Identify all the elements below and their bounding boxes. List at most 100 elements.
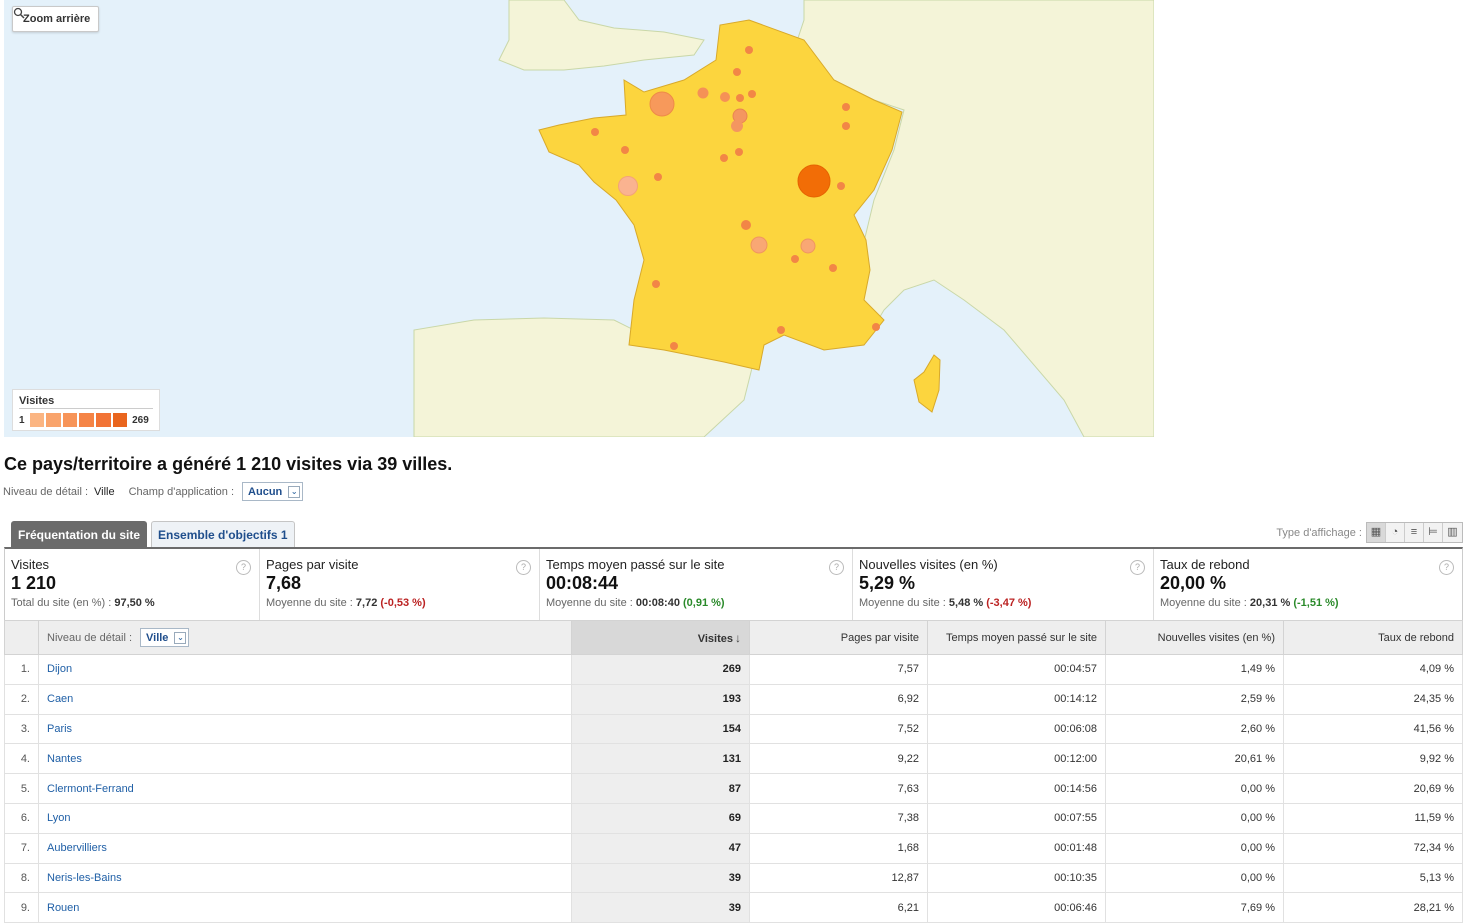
city-link[interactable]: Paris — [38, 713, 572, 745]
table-detail-label: Niveau de détail : — [47, 631, 132, 644]
scorecard-sub-prefix: Moyenne du site : — [859, 597, 946, 609]
table-row[interactable]: 5. Clermont-Ferrand 87 7,63 00:14:56 0,00 % 20… — [4, 773, 1463, 804]
detail-level-value: Ville — [94, 485, 115, 498]
zoom-out-button[interactable]: Zoom arrière — [12, 6, 100, 32]
table-view-icon[interactable]: ▦ — [1367, 523, 1386, 542]
detail-row: Niveau de détail : Ville Champ d'applica… — [3, 482, 304, 501]
scorecard-delta: (0,91 %) — [683, 597, 725, 609]
column-header-new-visits[interactable]: Nouvelles visites (en %) — [1105, 620, 1284, 655]
scorecard-sub-prefix: Moyenne du site : — [1160, 597, 1247, 609]
table-row[interactable]: 3. Paris 154 7,52 00:06:08 2,60 % 41,56 % — [4, 713, 1463, 745]
scorecard-sub-value: 97,50 % — [114, 597, 155, 609]
legend-swatch — [78, 412, 95, 428]
bounce-rate-cell: 4,09 % — [1283, 654, 1463, 685]
chevron-down-icon: ⌄ — [288, 485, 301, 498]
tab-goal-set-1[interactable]: Ensemble d'objectifs 1 — [151, 521, 295, 547]
table-row[interactable]: 8. Neris-les-Bains 39 12,87 00:10:35 0,00 % 5,… — [4, 862, 1463, 894]
scorecard-sub-value: 7,72 — [355, 597, 378, 609]
pages-per-visit-cell: 7,38 — [749, 802, 928, 834]
legend-swatch — [61, 412, 79, 428]
pages-per-visit-cell: 1,68 — [749, 832, 928, 864]
table-row[interactable]: 2. Caen 193 6,92 00:14:12 2,59 % 24,35 % — [4, 683, 1463, 715]
scorecard-sub-prefix: Moyenne du site : — [546, 597, 633, 609]
pivot-view-icon[interactable]: ▥ — [1443, 523, 1462, 542]
pie-view-icon[interactable]: ◔ — [1386, 523, 1405, 542]
geo-map[interactable]: Zoom arrière Visites 1 269 — [4, 0, 1464, 437]
new-visits-cell: 0,00 % — [1105, 773, 1284, 804]
comparison-view-icon[interactable]: ⊨ — [1424, 523, 1443, 542]
visits-cell: 269 — [571, 654, 750, 685]
dimension-header: Niveau de détail : Ville ⌄ — [38, 620, 572, 655]
help-icon[interactable]: ? — [516, 560, 531, 575]
city-link[interactable]: Caen — [38, 683, 572, 715]
pages-per-visit-cell: 7,52 — [749, 713, 928, 745]
scope-select-value: Aucun — [248, 485, 283, 498]
avg-time-cell: 00:06:46 — [927, 892, 1106, 923]
table-row[interactable]: 9. Rouen 39 6,21 00:06:46 7,69 % 28,21 % — [4, 892, 1463, 923]
new-visits-cell: 0,00 % — [1105, 862, 1284, 894]
pages-per-visit-cell: 6,92 — [749, 683, 928, 715]
performance-view-icon[interactable]: ≡ — [1405, 523, 1424, 542]
help-icon[interactable]: ? — [829, 560, 844, 575]
column-header-pages-per-visit[interactable]: Pages par visite — [749, 620, 928, 655]
city-link[interactable]: Clermont-Ferrand — [38, 773, 572, 804]
column-header-label: Pages par visite — [840, 631, 919, 644]
new-visits-cell: 20,61 % — [1105, 743, 1284, 775]
sort-desc-icon: ↓ — [735, 630, 741, 645]
summary-headline: Ce pays/territoire a généré 1 210 visite… — [4, 454, 453, 474]
visits-cell: 69 — [571, 802, 750, 834]
bounce-rate-cell: 20,69 % — [1283, 773, 1463, 804]
legend-max: 269 — [132, 414, 149, 426]
scope-label: Champ d'application : — [128, 485, 235, 498]
city-link[interactable]: Dijon — [38, 654, 572, 685]
help-icon[interactable]: ? — [1130, 560, 1145, 575]
legend-swatch — [28, 412, 46, 428]
zoom-out-label: Zoom arrière — [23, 13, 91, 25]
visits-cell: 154 — [571, 713, 750, 745]
city-link[interactable]: Lyon — [38, 802, 572, 834]
avg-time-cell: 00:14:12 — [927, 683, 1106, 715]
new-visits-cell: 0,00 % — [1105, 832, 1284, 864]
dimension-select[interactable]: Ville ⌄ — [140, 628, 190, 647]
table-row[interactable]: 6. Lyon 69 7,38 00:07:55 0,00 % 11,59 % — [4, 802, 1463, 834]
help-icon[interactable]: ? — [236, 560, 251, 575]
column-header-avg-time[interactable]: Temps moyen passé sur le site — [927, 620, 1106, 655]
scorecard-sub-value: 20,31 % — [1249, 597, 1291, 609]
visits-cell: 131 — [571, 743, 750, 775]
column-header-label: Visites — [697, 632, 733, 645]
pages-per-visit-cell: 7,63 — [749, 773, 928, 804]
scorecard-label: Nouvelles visites (en %) — [859, 557, 998, 572]
city-link[interactable]: Rouen — [38, 892, 572, 923]
scorecard-label: Temps moyen passé sur le site — [546, 557, 725, 572]
scorecard-value: 20,00 % — [1160, 573, 1227, 593]
scorecard-sub-prefix: Moyenne du site : — [266, 597, 353, 609]
column-header-bounce-rate[interactable]: Taux de rebond — [1283, 620, 1463, 655]
scorecard-new-visits: Nouvelles visites (en %) 5,29 % Moyenne … — [853, 549, 1154, 620]
scorecard-value: 1 210 — [11, 573, 57, 593]
scope-select[interactable]: Aucun ⌄ — [242, 482, 304, 501]
table-row[interactable]: 1. Dijon 269 7,57 00:04:57 1,49 % 4,09 % — [4, 654, 1463, 685]
new-visits-cell: 1,49 % — [1105, 654, 1284, 685]
help-icon[interactable]: ? — [1439, 560, 1454, 575]
table-row[interactable]: 4. Nantes 131 9,22 00:12:00 20,61 % 9,92 % — [4, 743, 1463, 775]
scorecards: Visites 1 210 Total du site (en %) : 97,… — [4, 547, 1463, 620]
visits-cell: 39 — [571, 892, 750, 923]
dimension-select-value: Ville — [146, 631, 169, 644]
bounce-rate-cell: 9,92 % — [1283, 743, 1463, 775]
city-link[interactable]: Neris-les-Bains — [38, 862, 572, 894]
report-tabs: Fréquentation du site Ensemble d'objecti… — [11, 521, 295, 547]
row-index: 3. — [4, 713, 39, 745]
legend-title: Visites — [19, 395, 153, 409]
scorecard-sub-prefix: Total du site (en %) : — [11, 597, 112, 609]
scorecard-delta: (-1,51 %) — [1293, 597, 1339, 609]
tab-site-usage[interactable]: Fréquentation du site — [11, 521, 148, 547]
table-row[interactable]: 7. Aubervilliers 47 1,68 00:01:48 0,00 % 72,34… — [4, 832, 1463, 864]
column-header-visits[interactable]: Visites ↓ — [571, 620, 750, 655]
bounce-rate-cell: 41,56 % — [1283, 713, 1463, 745]
map-city-markers — [591, 46, 880, 350]
column-header-label: Taux de rebond — [1378, 631, 1454, 644]
city-link[interactable]: Nantes — [38, 743, 572, 775]
avg-time-cell: 00:06:08 — [927, 713, 1106, 745]
bounce-rate-cell: 11,59 % — [1283, 802, 1463, 834]
city-link[interactable]: Aubervilliers — [38, 832, 572, 864]
